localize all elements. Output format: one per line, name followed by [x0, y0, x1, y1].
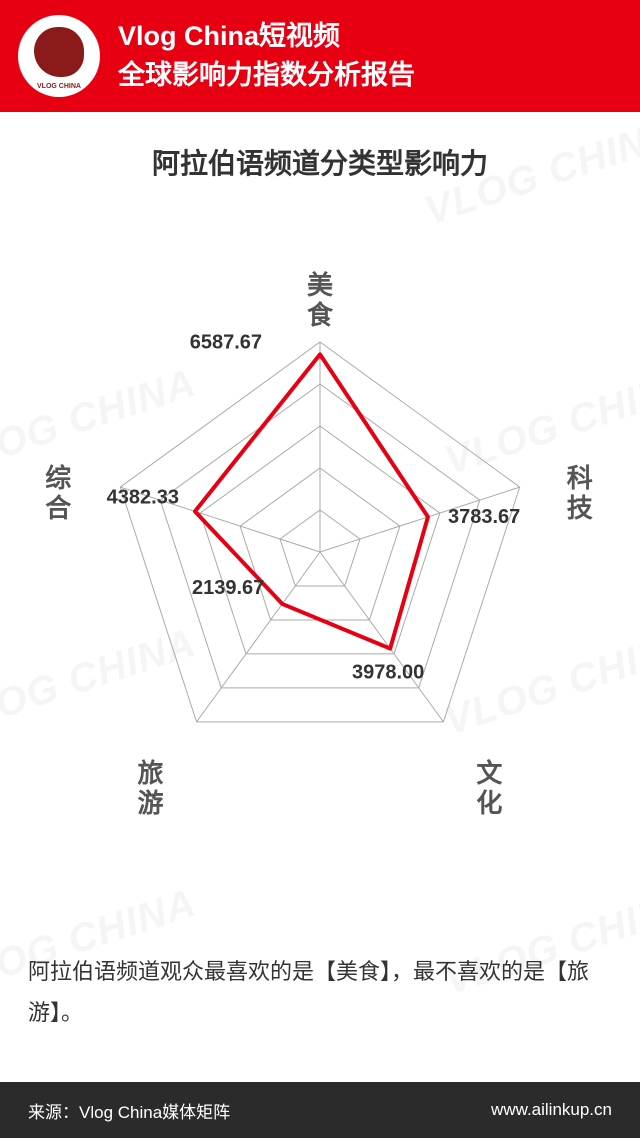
header-bar: Vlog China短视频 全球影响力指数分析报告 [0, 0, 640, 112]
footer-bar: 来源：Vlog China媒体矩阵 www.ailinkup.cn [0, 1082, 640, 1138]
svg-text:美食: 美食 [307, 270, 334, 330]
svg-text:文化: 文化 [476, 758, 503, 818]
brand-logo [18, 15, 100, 97]
svg-text:综合: 综合 [45, 463, 72, 523]
radar-chart: 美食科技文化 旅游 综合 6587.67 3783.67 3978.00 2139.67 43… [0, 192, 640, 932]
footer-url: www.ailinkup.cn [491, 1100, 612, 1120]
chart-title: 阿拉伯语频道分类型影响力 [0, 142, 640, 182]
svg-text:旅游: 旅游 [138, 758, 164, 818]
svg-text:6587.67: 6587.67 [190, 331, 262, 353]
header-title-line2: 全球影响力指数分析报告 [118, 56, 415, 95]
svg-text:3978.00: 3978.00 [352, 662, 424, 684]
svg-text:科技: 科技 [567, 463, 593, 523]
header-title-line1: Vlog China短视频 [118, 17, 415, 56]
svg-text:4382.33: 4382.33 [107, 486, 179, 508]
summary-text: 阿拉伯语频道观众最喜欢的是【美食】，最不喜欢的是【旅游】。 [28, 952, 612, 1033]
footer-source: 来源：Vlog China媒体矩阵 [28, 1098, 230, 1123]
chart-area: 阿拉伯语频道分类型影响力 美食科技文化 旅游 综合 6587.67 3783.67 397… [0, 112, 640, 932]
svg-text:3783.67: 3783.67 [448, 506, 520, 528]
header-title: Vlog China短视频 全球影响力指数分析报告 [118, 17, 415, 95]
svg-text:2139.67: 2139.67 [192, 577, 264, 599]
